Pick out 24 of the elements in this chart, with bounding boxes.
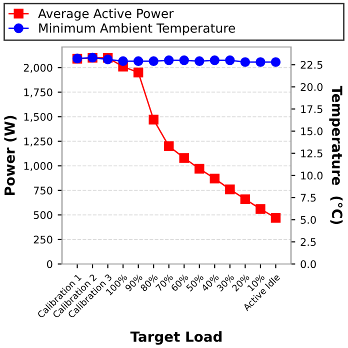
y-tick-label: 2,000 bbox=[24, 64, 52, 73]
y-tick-label: 1,250 bbox=[24, 137, 52, 146]
y2-tick-label: 12.5 bbox=[301, 150, 322, 158]
y-tick-label: 250 bbox=[34, 236, 52, 244]
y-tick-label: 500 bbox=[34, 211, 52, 220]
y2-tick-label: 10.0 bbox=[301, 172, 323, 180]
legend-label: Average Active Power bbox=[38, 8, 174, 21]
y2-tick-label: 15.0 bbox=[301, 127, 323, 136]
y-tick-label: 1,500 bbox=[24, 112, 52, 122]
y2-tick-label: 17.5 bbox=[301, 105, 322, 114]
y2-tick-label: 20.0 bbox=[300, 83, 323, 91]
y2-tick-label: 0.0 bbox=[300, 260, 316, 268]
y-tick-label: 750 bbox=[34, 186, 52, 194]
y2-axis-title: Temperature (°C) bbox=[329, 86, 343, 224]
y2-tick-label: 22.5 bbox=[300, 60, 322, 69]
y-tick-label: 1,000 bbox=[24, 162, 52, 171]
x-axis-title: Target Load bbox=[130, 331, 222, 345]
y2-tick-label: 2.5 bbox=[300, 238, 316, 246]
legend-label: Minimum Ambient Temperature bbox=[39, 23, 236, 36]
y2-tick-label: 5.0 bbox=[300, 216, 316, 224]
y-tick-label: 0 bbox=[47, 260, 52, 268]
y2-tick-label: 7.5 bbox=[300, 194, 316, 202]
y-tick-label: 1,750 bbox=[24, 88, 52, 98]
y-axis-title: Power (W) bbox=[4, 116, 17, 196]
